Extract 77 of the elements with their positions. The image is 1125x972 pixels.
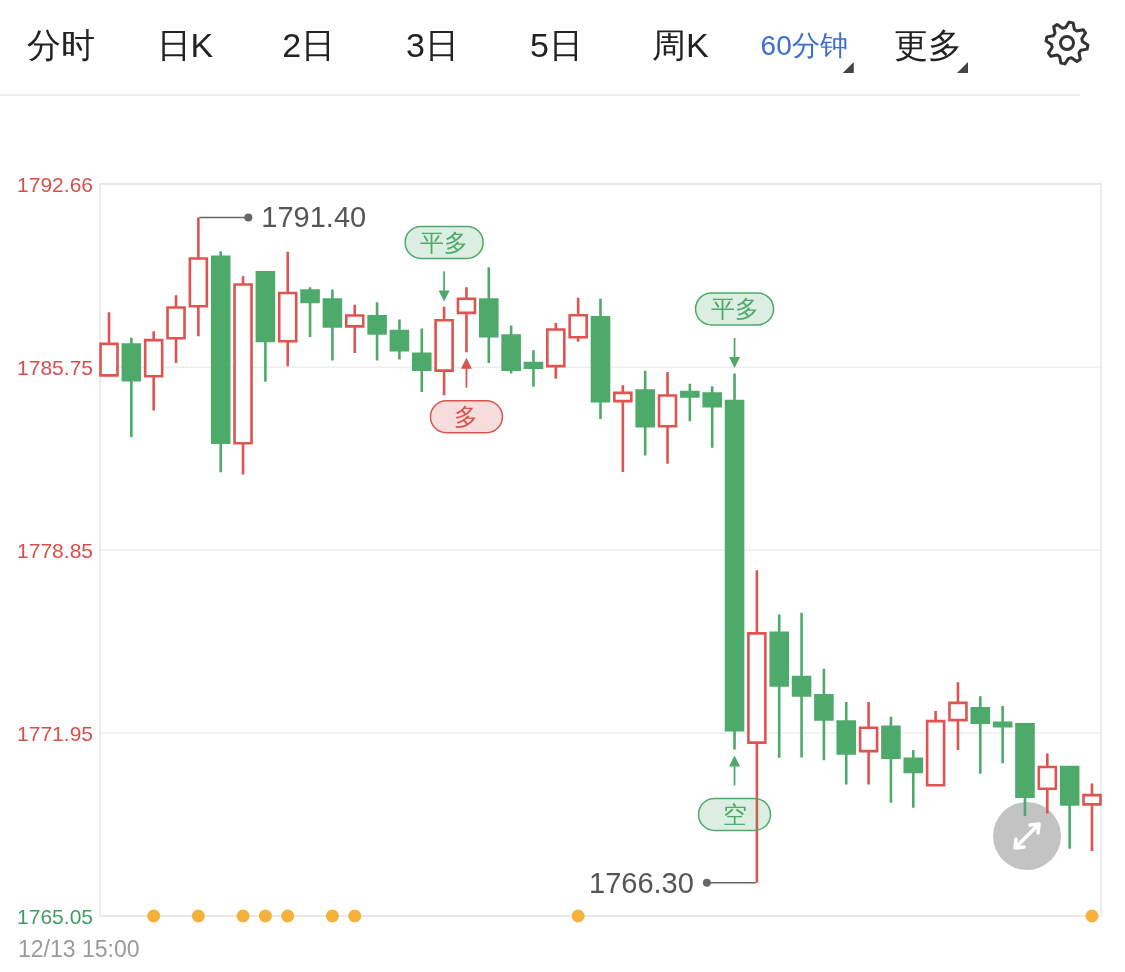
candlestick xyxy=(1037,752,1058,815)
candlestick xyxy=(635,369,655,457)
candlestick xyxy=(657,370,678,465)
candlestick xyxy=(501,324,521,375)
y-tick-label: 1778.85 xyxy=(17,538,93,562)
text: 日K xyxy=(156,26,214,64)
text: 5日 xyxy=(529,26,583,64)
candlestick xyxy=(389,318,410,361)
candlestick xyxy=(970,694,991,775)
candlestick xyxy=(434,305,454,397)
candlestick xyxy=(836,700,857,786)
candlestick xyxy=(925,709,946,787)
point xyxy=(258,909,272,923)
text: 60分钟 xyxy=(760,30,848,61)
text: 1791.40 xyxy=(261,201,367,234)
candlestick xyxy=(680,382,700,423)
candlestick xyxy=(992,704,1013,765)
candlestick xyxy=(143,329,164,412)
point xyxy=(460,357,472,369)
text: 更多 xyxy=(894,26,962,64)
candlestick xyxy=(479,265,499,365)
candlestick xyxy=(456,285,477,354)
candlestick xyxy=(814,667,834,762)
data-label: 平多 xyxy=(420,228,469,256)
text: 2日 xyxy=(282,26,336,64)
point xyxy=(325,909,339,923)
candlestick xyxy=(300,285,320,339)
candlestick xyxy=(367,300,387,362)
candlestick xyxy=(99,311,119,377)
data-label: 空 xyxy=(722,800,747,828)
candlestick xyxy=(1082,782,1102,853)
point xyxy=(281,909,295,923)
candlestick xyxy=(858,700,879,786)
point xyxy=(1085,909,1099,923)
point xyxy=(729,356,741,368)
point xyxy=(147,909,161,923)
candlestick xyxy=(233,274,253,476)
point xyxy=(438,290,450,302)
candlestick xyxy=(791,611,812,759)
text: 1766.30 xyxy=(589,866,694,899)
candlestick xyxy=(568,296,588,344)
candlestick xyxy=(903,748,924,810)
candlestick xyxy=(546,321,566,381)
candlestick xyxy=(1015,723,1035,818)
candlestick xyxy=(613,383,633,474)
candlestick xyxy=(166,294,186,365)
candlestick xyxy=(724,372,745,751)
candlestick xyxy=(210,250,231,474)
candlestick xyxy=(702,384,722,450)
data-label: 多 xyxy=(454,403,479,431)
point xyxy=(236,909,250,923)
candlestick xyxy=(188,216,209,338)
text: 分时 xyxy=(27,26,95,64)
y-tick-label: 1771.95 xyxy=(17,721,93,745)
candlestick xyxy=(1059,765,1080,850)
data-label: 平多 xyxy=(710,295,759,323)
candlestick xyxy=(255,270,276,384)
candlestick xyxy=(411,327,432,394)
candlestick xyxy=(523,348,544,389)
y-tick-label: 1765.05 xyxy=(17,904,93,928)
y-tick-label: 1792.66 xyxy=(17,172,93,196)
point xyxy=(348,909,362,923)
x-axis-title: 12/13 15:00 xyxy=(18,936,140,962)
candlestick xyxy=(322,288,343,362)
candlestick xyxy=(881,715,901,805)
candlestick xyxy=(948,680,968,752)
candlestick xyxy=(590,297,611,421)
candlestick xyxy=(769,613,790,760)
candlestick xyxy=(344,303,365,355)
candlestick xyxy=(277,250,298,368)
y-tick-label: 1785.75 xyxy=(17,355,93,379)
text: 周K xyxy=(651,26,709,64)
text: 3日 xyxy=(406,26,460,64)
point xyxy=(191,909,205,923)
candlestick xyxy=(747,568,767,885)
point xyxy=(571,909,585,923)
candlestick xyxy=(121,336,142,439)
